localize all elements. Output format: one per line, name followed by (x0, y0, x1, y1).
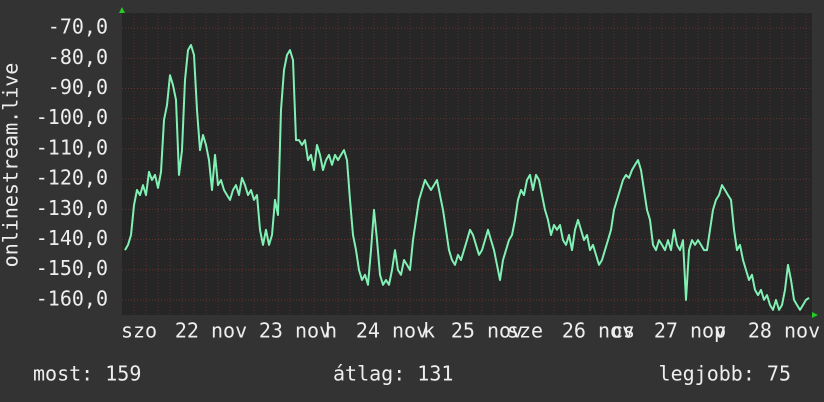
x-tick-label: 27 nov (654, 319, 726, 343)
y-tick-label: -120,0 (36, 166, 108, 190)
y-tick-label: -100,0 (36, 105, 108, 129)
y-axis-arrow (119, 7, 125, 13)
y-tick-label: -130,0 (36, 196, 108, 220)
x-tick-label: 22 nov (175, 319, 247, 343)
footer-average: átlag: 131 (333, 362, 453, 386)
y-tick-label: -70,0 (48, 15, 108, 39)
y-tick-label: -90,0 (48, 75, 108, 99)
x-tick-label: k (423, 319, 435, 343)
footer-current: most: 159 (33, 362, 141, 386)
x-tick-label: h (325, 319, 337, 343)
x-tick-label: szo (121, 319, 157, 343)
y-axis-label: onlinestream.live (0, 63, 23, 268)
y-tick-label: -160,0 (36, 286, 108, 310)
y-tick-label: -110,0 (36, 135, 108, 159)
x-axis-arrow (812, 312, 818, 318)
y-tick-label: -150,0 (36, 256, 108, 280)
series-line (124, 44, 810, 311)
x-tick-label: 25 nov (451, 319, 523, 343)
x-tick-label: sze (507, 319, 543, 343)
x-tick-label: 23 nov (259, 319, 331, 343)
x-tick-label: cs (611, 319, 635, 343)
x-tick-label: 26 nov (562, 319, 634, 343)
footer-best: legjobb: 75 (659, 362, 791, 386)
y-tick-label: -80,0 (48, 45, 108, 69)
x-tick-label: 24 nov (356, 319, 428, 343)
y-tick-label: -140,0 (36, 226, 108, 250)
plot-area (122, 13, 812, 315)
x-tick-label: 28 nov (748, 319, 820, 343)
x-tick-label: p (714, 319, 726, 343)
